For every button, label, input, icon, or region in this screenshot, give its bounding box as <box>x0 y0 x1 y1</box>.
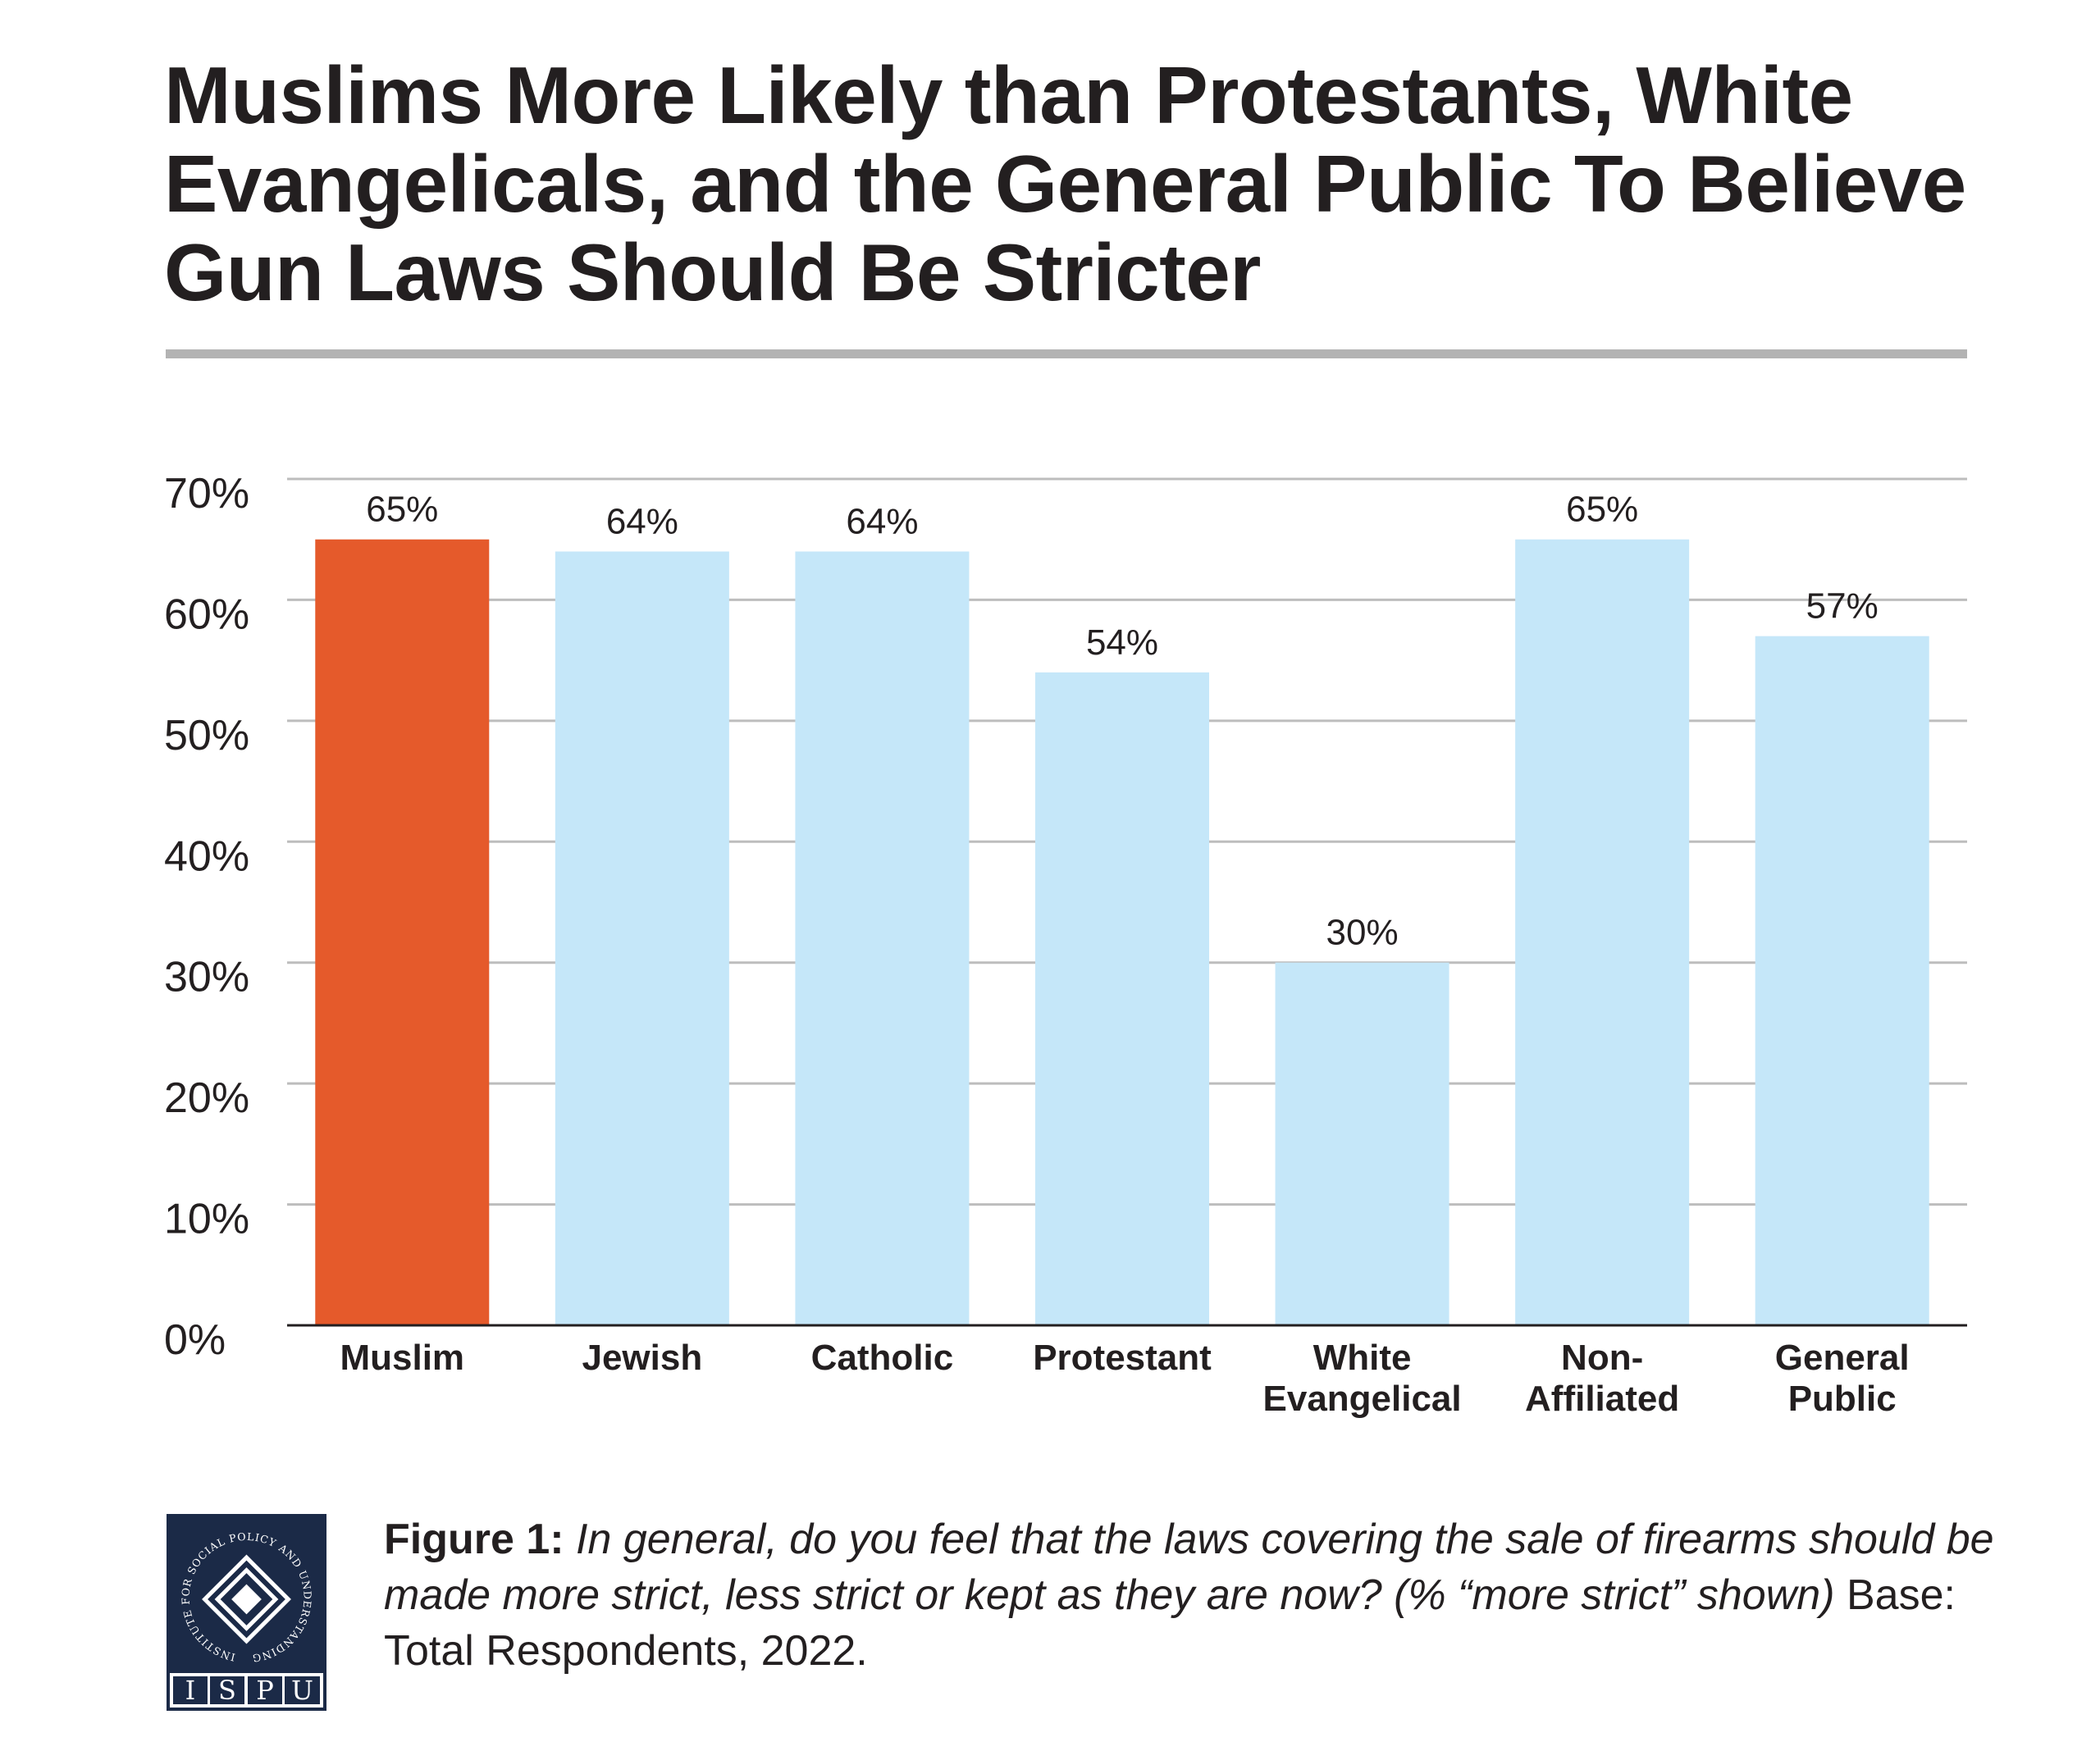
data-label: 65% <box>1566 490 1638 530</box>
x-tick-label: Public <box>1788 1379 1897 1419</box>
logo-letter-s: S <box>218 1675 236 1706</box>
x-tick-label: Muslim <box>340 1338 464 1378</box>
x-tick-label: Non- <box>1561 1338 1643 1378</box>
y-tick-label: 0% <box>164 1316 226 1364</box>
data-label: 65% <box>366 490 438 530</box>
bar <box>795 551 970 1325</box>
y-tick-label: 20% <box>164 1074 249 1122</box>
ispu-logo: INSTITUTE FOR SOCIAL POLICY AND UNDERSTA… <box>167 1514 326 1711</box>
bar <box>1035 672 1209 1325</box>
data-label: 57% <box>1806 586 1879 627</box>
y-tick-label: 60% <box>164 590 249 638</box>
bar <box>1515 539 1690 1325</box>
x-tick-label: Jewish <box>582 1338 702 1378</box>
figure-label: Figure 1: <box>384 1516 564 1563</box>
x-tick-label: Protestant <box>1033 1338 1212 1378</box>
logo-letter-u: U <box>291 1675 313 1706</box>
logo-diamond-mark <box>202 1554 291 1644</box>
bar <box>315 539 490 1325</box>
bar <box>1275 962 1449 1325</box>
y-tick-label: 40% <box>164 832 249 880</box>
figure-question: In general, do you feel that the laws co… <box>384 1516 1994 1619</box>
y-tick-label: 30% <box>164 954 249 1001</box>
logo-letters: I S P U <box>173 1675 320 1706</box>
y-tick-label: 50% <box>164 712 249 759</box>
y-tick-label: 10% <box>164 1196 249 1243</box>
logo-letter-p: P <box>256 1675 274 1706</box>
x-tick-label: Catholic <box>811 1338 954 1378</box>
figure-caption: Figure 1: In general, do you feel that t… <box>384 1512 2016 1679</box>
bar <box>1755 636 1929 1325</box>
title-divider <box>166 349 1967 358</box>
x-tick-label: Affiliated <box>1525 1379 1679 1419</box>
figure-base: Base: Total Respondents, 2022. <box>384 1571 1956 1675</box>
logo-letter-i: I <box>185 1675 196 1706</box>
x-tick-label: White <box>1313 1338 1412 1378</box>
chart-title: Muslims More Likely than Protestants, Wh… <box>164 50 1966 317</box>
bar-chart: 0% 10% 20% 30% 40% 50% 60% 70% 65% Muslim 64% Jewis… <box>164 470 1967 1419</box>
data-label: 30% <box>1326 913 1399 953</box>
data-label: 64% <box>846 501 918 541</box>
bar <box>555 551 729 1325</box>
x-tick-label: General <box>1775 1338 1910 1378</box>
y-tick-label: 70% <box>164 470 249 518</box>
data-label: 64% <box>606 501 678 541</box>
data-label: 54% <box>1086 622 1158 663</box>
x-tick-label: Evangelical <box>1263 1379 1462 1419</box>
